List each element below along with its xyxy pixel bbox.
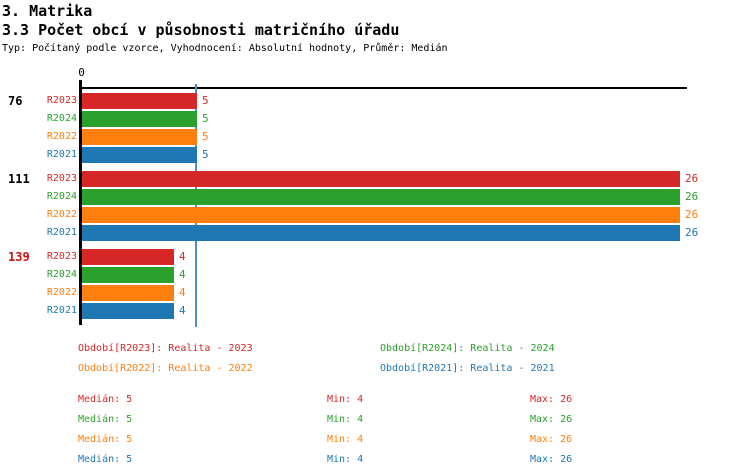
series-label: R2022 xyxy=(46,131,77,142)
legend-item: Období[R2022]: Realita - 2022 xyxy=(78,363,253,374)
stat-max: Max: 26 xyxy=(530,414,573,425)
bar-value-label: 5 xyxy=(202,148,209,161)
median-reference-line xyxy=(195,84,197,327)
bar xyxy=(82,225,680,241)
meta-line: Typ: Počítaný podle vzorce, Vyhodnocení:… xyxy=(2,43,448,54)
stat-median: Medián: 5 xyxy=(78,454,133,465)
stat-min: Min: 4 xyxy=(327,434,364,445)
series-label: R2023 xyxy=(46,95,77,106)
bar-value-label: 5 xyxy=(202,112,209,125)
stat-median: Medián: 5 xyxy=(78,434,133,445)
x-axis-zero-label: 0 xyxy=(78,66,85,79)
stat-median: Medián: 5 xyxy=(78,414,133,425)
series-label: R2024 xyxy=(46,113,77,124)
bar-value-label: 5 xyxy=(202,94,209,107)
bar-value-label: 26 xyxy=(685,172,699,185)
stat-max: Max: 26 xyxy=(530,454,573,465)
series-label: R2024 xyxy=(46,191,77,202)
bar xyxy=(82,267,174,283)
group-total-label: 76 xyxy=(8,94,23,108)
bar-value-label: 4 xyxy=(179,286,186,299)
bar xyxy=(82,285,174,301)
series-label: R2022 xyxy=(46,287,77,298)
series-label: R2021 xyxy=(46,149,77,160)
series-label: R2021 xyxy=(46,227,77,238)
bar xyxy=(82,207,680,223)
page-title: 3. Matrika xyxy=(2,2,93,20)
bar-value-label: 5 xyxy=(202,130,209,143)
legend-item: Období[R2021]: Realita - 2021 xyxy=(380,363,555,374)
stat-max: Max: 26 xyxy=(530,394,573,405)
bar xyxy=(82,147,197,163)
bar-value-label: 26 xyxy=(685,208,699,221)
stat-min: Min: 4 xyxy=(327,454,364,465)
stat-min: Min: 4 xyxy=(327,414,364,425)
series-label: R2021 xyxy=(46,305,77,316)
bar xyxy=(82,249,174,265)
bar xyxy=(82,111,197,127)
bar-value-label: 26 xyxy=(685,190,699,203)
bar xyxy=(82,129,197,145)
series-label: R2023 xyxy=(46,251,77,262)
section-title: 3.3 Počet obcí v působnosti matričního ú… xyxy=(2,21,400,39)
bar-value-label: 4 xyxy=(179,268,186,281)
stat-median: Medián: 5 xyxy=(78,394,133,405)
bar xyxy=(82,171,680,187)
y-axis-line xyxy=(79,80,82,325)
x-axis-line xyxy=(80,87,687,89)
stat-max: Max: 26 xyxy=(530,434,573,445)
group-total-label: 139 xyxy=(8,250,30,264)
bar xyxy=(82,93,197,109)
legend-item: Období[R2023]: Realita - 2023 xyxy=(78,343,253,354)
series-label: R2023 xyxy=(46,173,77,184)
bar-value-label: 4 xyxy=(179,304,186,317)
bar xyxy=(82,303,174,319)
bar xyxy=(82,189,680,205)
stat-min: Min: 4 xyxy=(327,394,364,405)
bar-value-label: 26 xyxy=(685,226,699,239)
series-label: R2024 xyxy=(46,269,77,280)
bar-value-label: 4 xyxy=(179,250,186,263)
group-total-label: 111 xyxy=(8,172,30,186)
series-label: R2022 xyxy=(46,209,77,220)
legend-item: Období[R2024]: Realita - 2024 xyxy=(380,343,555,354)
